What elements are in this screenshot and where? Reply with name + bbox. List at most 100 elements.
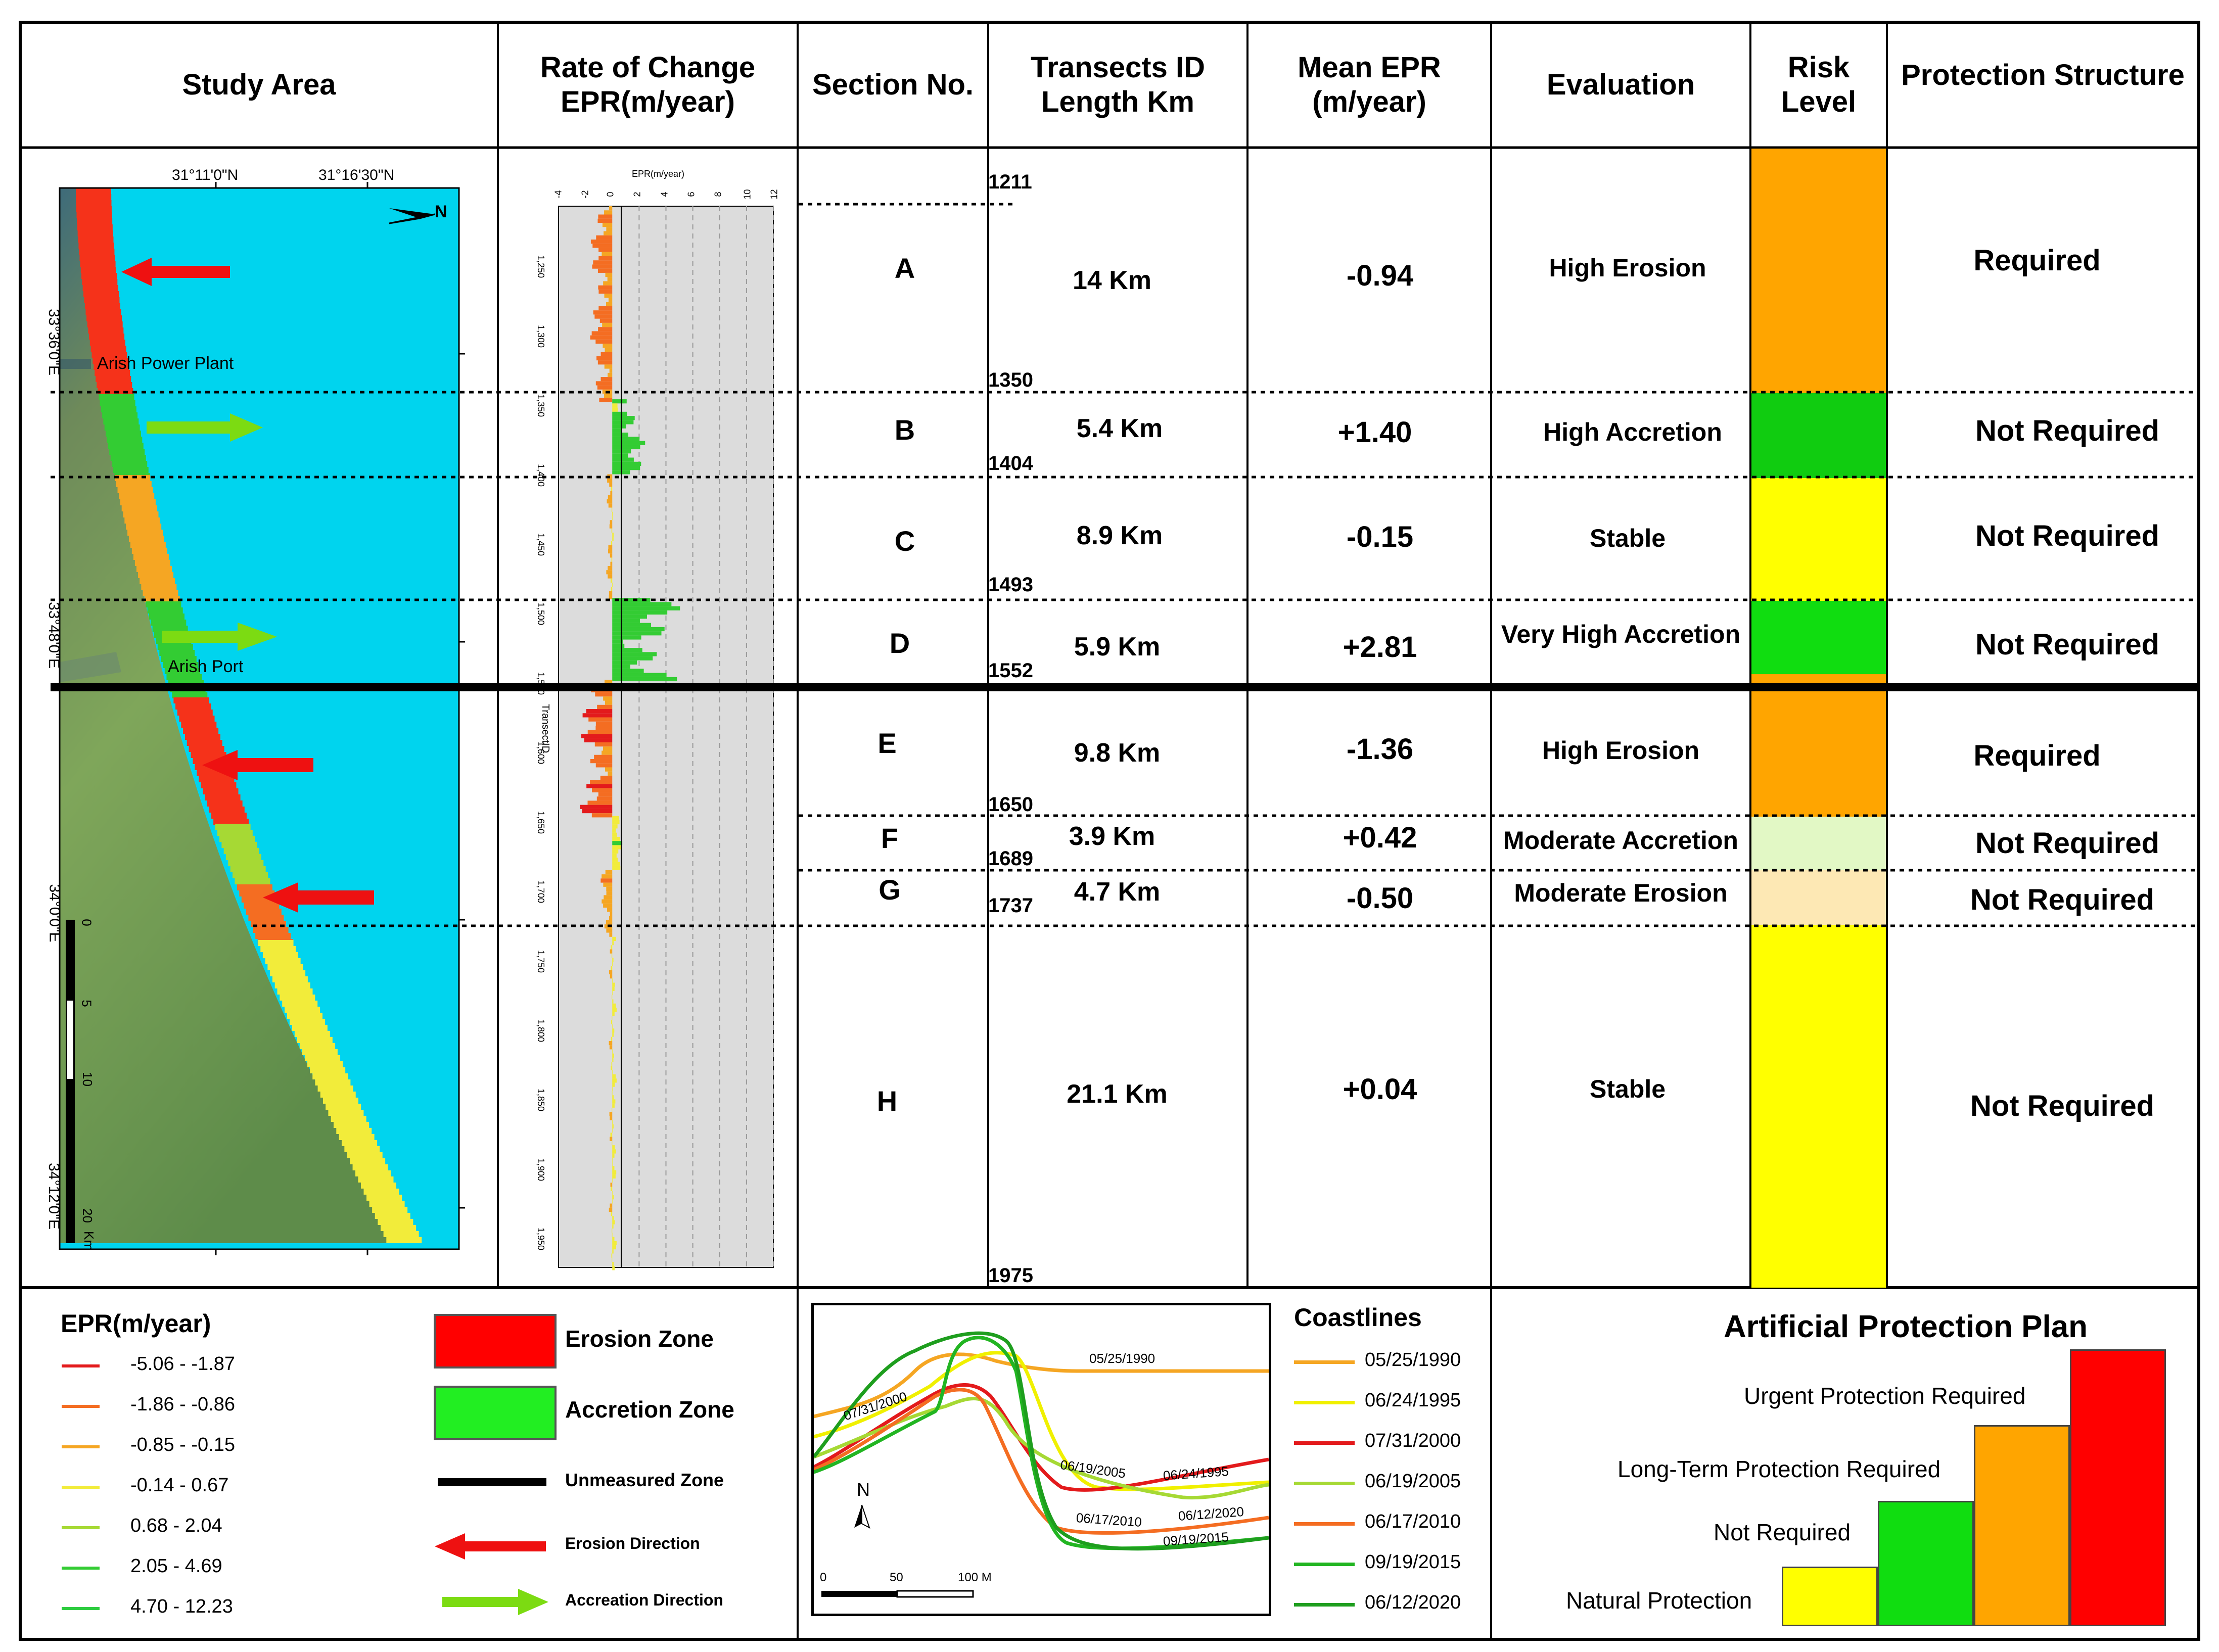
- epr-bar: [608, 298, 613, 302]
- coast-segment: [168, 680, 204, 686]
- epr-bar: [604, 895, 613, 900]
- coast-segment: [223, 848, 259, 854]
- epr-bar: [612, 1191, 613, 1196]
- epr-x-tick: 12: [769, 189, 779, 200]
- epr-y-tick: 1,650: [536, 811, 546, 834]
- coastline-legend-line: [1294, 1482, 1355, 1485]
- epr-bar: [596, 356, 613, 361]
- epr-bar: [612, 1224, 614, 1229]
- coast-segment: [133, 554, 169, 560]
- coastline-legend-label: 06/17/2010: [1365, 1511, 1461, 1532]
- section-mean-epr: -0.94: [1346, 259, 1414, 292]
- epr-bar: [605, 680, 613, 684]
- epr-bar: [606, 928, 613, 933]
- coast-segment: [191, 752, 226, 758]
- epr-bar: [612, 1012, 615, 1016]
- epr-bar: [611, 1036, 613, 1041]
- epr-bar: [602, 252, 613, 256]
- epr-bar: [612, 532, 614, 537]
- header-transects-id: Transects ID Length Km: [1031, 51, 1205, 118]
- epr-y-tick: 1,250: [536, 255, 546, 278]
- coastline-legend-line: [1294, 1563, 1355, 1566]
- epr-bar: [612, 1103, 615, 1108]
- epr-bar: [594, 754, 613, 759]
- epr-bar: [597, 268, 613, 273]
- epr-bar: [586, 709, 613, 714]
- label-arish-power-plant: Arish Power Plant: [97, 354, 234, 373]
- epr-bar: [605, 700, 613, 705]
- epr-bar: [612, 407, 618, 412]
- epr-bar: [612, 816, 619, 820]
- coast-segment: [274, 982, 310, 988]
- coast-segment: [317, 1085, 353, 1092]
- epr-bar: [608, 503, 613, 508]
- coast-segment: [312, 1073, 348, 1079]
- epr-bar: [612, 1166, 615, 1170]
- epr-bar: [608, 549, 613, 554]
- epr-bar: [610, 912, 613, 916]
- epr-bar: [611, 528, 613, 533]
- epr-bar: [612, 466, 640, 470]
- map-lon-label: 34°12'0"E: [45, 1163, 62, 1230]
- inset-date-label: 05/25/1990: [1089, 1351, 1155, 1366]
- epr-bar: [612, 673, 667, 677]
- coast-segment: [255, 933, 291, 939]
- map-lat-label: 31°16'30"N: [318, 167, 395, 183]
- section-evaluation: Moderate Erosion: [1514, 879, 1728, 907]
- coast-segment: [358, 1176, 394, 1183]
- risk-cell-b: [1750, 393, 1887, 478]
- coast-segment: [187, 740, 222, 746]
- section-evaluation: Moderate Accretion: [1503, 826, 1738, 855]
- coast-segment: [103, 418, 139, 424]
- epr-bar: [592, 264, 613, 269]
- epr-bar: [610, 1132, 613, 1137]
- coast-segment: [310, 1067, 346, 1073]
- section-mean-epr: +0.04: [1343, 1072, 1417, 1106]
- epr-legend-label: -0.14 - 0.67: [130, 1475, 229, 1496]
- epr-bar: [597, 218, 613, 223]
- epr-bar: [612, 1078, 617, 1083]
- accretion-zone-label: Accretion Zone: [565, 1396, 734, 1423]
- epr-bar: [596, 235, 613, 240]
- coast-segment: [78, 243, 114, 249]
- epr-bar: [612, 1007, 617, 1012]
- coast-segment: [101, 406, 136, 412]
- epr-bar: [612, 416, 635, 420]
- epr-bar: [588, 717, 613, 722]
- epr-bar: [612, 635, 641, 640]
- coast-segment: [339, 1134, 375, 1140]
- epr-bar: [599, 318, 613, 323]
- epr-bar: [611, 1062, 613, 1066]
- epr-bar: [598, 792, 613, 797]
- coast-segment: [207, 800, 243, 807]
- epr-bar: [604, 294, 613, 298]
- epr-bar: [609, 970, 613, 975]
- coast-segment: [383, 1231, 419, 1237]
- coast-segment: [285, 1007, 320, 1013]
- header-section-no: Section No.: [812, 68, 974, 101]
- coast-segment: [175, 703, 211, 710]
- epr-bar: [584, 738, 613, 742]
- section-evaluation: Stable: [1589, 1075, 1666, 1103]
- section-protection: Required: [1973, 244, 2101, 277]
- inset-north-label: N: [857, 1479, 870, 1500]
- epr-x-tick: 6: [686, 192, 697, 197]
- epr-y-tick: 1,550: [536, 672, 546, 695]
- epr-bar: [586, 784, 613, 788]
- epr-bar: [610, 578, 613, 583]
- epr-y-tick: 1,300: [536, 324, 546, 348]
- epr-bar: [593, 260, 613, 265]
- coast-segment: [320, 1092, 356, 1098]
- epr-bar: [612, 1195, 614, 1200]
- erosion-arrow: [263, 882, 374, 913]
- epr-bar: [612, 461, 641, 466]
- coast-segment: [120, 499, 156, 505]
- coast-segment: [157, 644, 193, 650]
- epr-y-tick: 1,350: [536, 394, 546, 417]
- coast-segment: [233, 872, 268, 878]
- epr-bar: [612, 1057, 614, 1062]
- coast-segment: [77, 230, 113, 237]
- epr-bar: [603, 882, 613, 887]
- coast-segment: [262, 952, 298, 958]
- header-risk-level: Risk Level: [1781, 51, 1857, 118]
